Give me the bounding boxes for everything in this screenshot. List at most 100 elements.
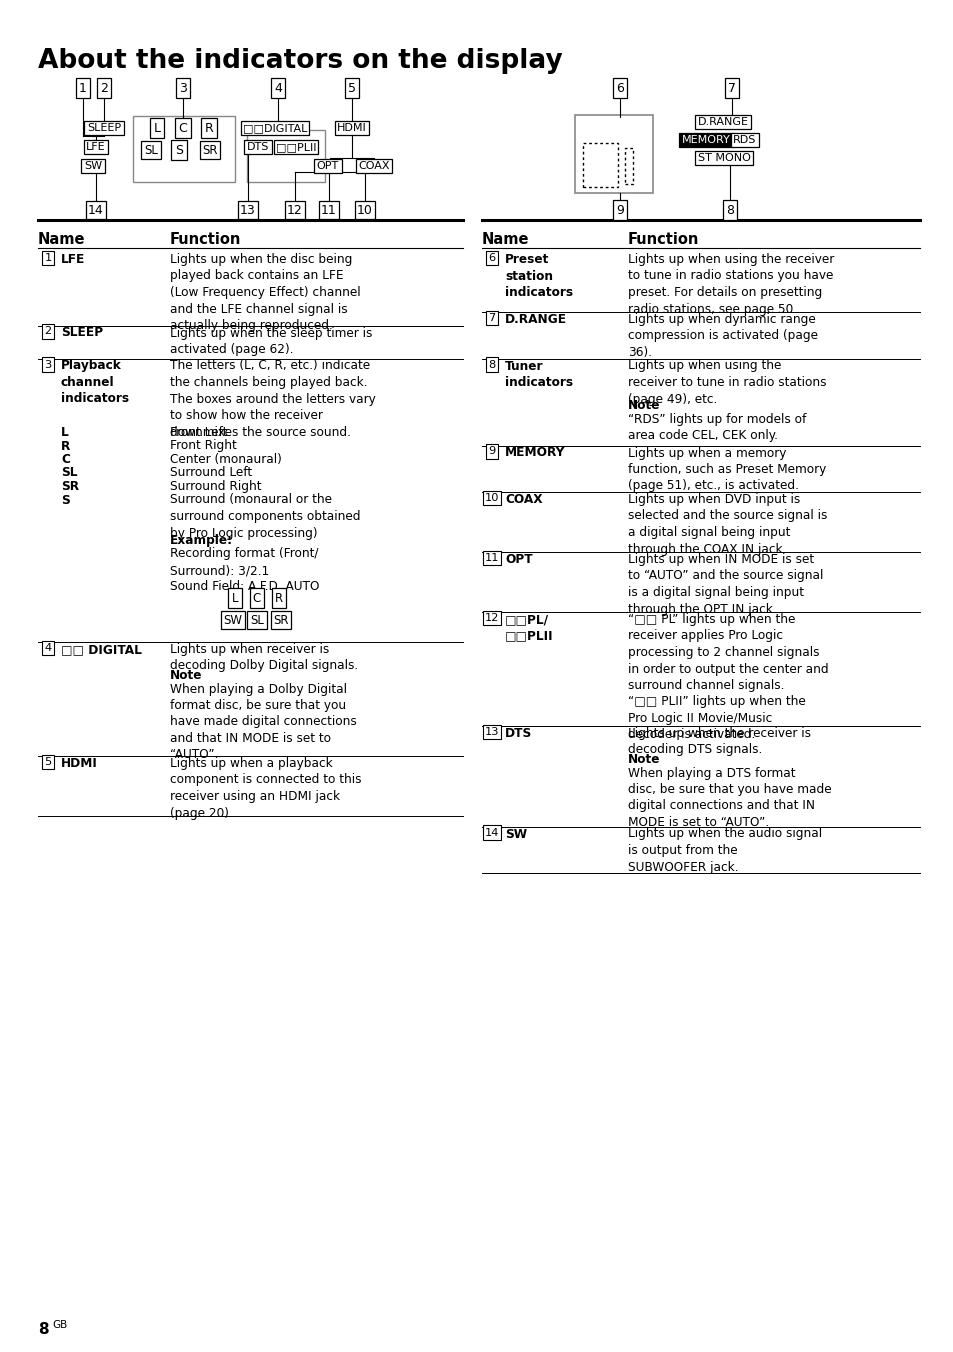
- Text: Surround (monaural or the
surround components obtained
by Pro Logic processing): Surround (monaural or the surround compo…: [170, 493, 360, 539]
- Text: SLEEP: SLEEP: [87, 123, 121, 132]
- Text: 8: 8: [38, 1322, 49, 1337]
- Text: L: L: [232, 592, 238, 604]
- Text: SL: SL: [61, 466, 77, 480]
- Text: DTS: DTS: [504, 727, 532, 740]
- Text: 1: 1: [79, 81, 87, 95]
- Text: Preset
station
indicators: Preset station indicators: [504, 253, 573, 299]
- Text: Note: Note: [170, 669, 202, 681]
- Text: GB: GB: [52, 1320, 67, 1330]
- Text: 7: 7: [488, 314, 496, 323]
- Text: 4: 4: [274, 81, 282, 95]
- Text: SR: SR: [202, 143, 217, 157]
- Text: Note: Note: [627, 399, 659, 412]
- Text: Note: Note: [627, 753, 659, 767]
- Text: Tuner
indicators: Tuner indicators: [504, 360, 573, 389]
- Text: SW: SW: [504, 827, 527, 841]
- Text: L: L: [153, 122, 160, 134]
- Text: ST MONO: ST MONO: [697, 153, 750, 164]
- Bar: [132, 116, 234, 183]
- Text: 12: 12: [484, 612, 498, 623]
- Text: SL: SL: [250, 614, 264, 626]
- Text: Front Right: Front Right: [170, 439, 236, 453]
- Text: SR: SR: [61, 480, 79, 493]
- Text: 9: 9: [488, 446, 496, 457]
- Text: Surround Left: Surround Left: [170, 466, 252, 480]
- Text: 11: 11: [484, 553, 498, 562]
- Text: Example:: Example:: [170, 534, 233, 548]
- Text: Surround Right: Surround Right: [170, 480, 261, 493]
- Text: The letters (L, C, R, etc.) indicate
the channels being played back.
The boxes a: The letters (L, C, R, etc.) indicate the…: [170, 360, 375, 438]
- Text: C: C: [61, 453, 70, 466]
- Text: LFE: LFE: [86, 142, 106, 151]
- Bar: [582, 143, 618, 187]
- Text: SW: SW: [84, 161, 102, 170]
- Text: 10: 10: [356, 204, 373, 216]
- Text: 2: 2: [100, 81, 108, 95]
- Text: S: S: [174, 143, 183, 157]
- Text: □□ DIGITAL: □□ DIGITAL: [61, 644, 142, 656]
- Text: Lights up when dynamic range
compression is activated (page
36).: Lights up when dynamic range compression…: [627, 314, 817, 360]
- Text: SLEEP: SLEEP: [61, 326, 103, 339]
- Text: “□□ PL” lights up when the
receiver applies Pro Logic
processing to 2 channel si: “□□ PL” lights up when the receiver appl…: [627, 612, 828, 741]
- Text: C: C: [253, 592, 261, 604]
- Text: Lights up when using the receiver
to tune in radio stations you have
preset. For: Lights up when using the receiver to tun…: [627, 253, 833, 315]
- Text: OPT: OPT: [316, 161, 338, 170]
- Text: Front Left: Front Left: [170, 426, 227, 439]
- Text: Playback
channel
indicators: Playback channel indicators: [61, 360, 129, 406]
- Text: COAX: COAX: [358, 161, 390, 170]
- Bar: [624, 147, 633, 184]
- Text: MEMORY: MEMORY: [680, 135, 730, 145]
- Text: 3: 3: [45, 360, 51, 369]
- Text: 8: 8: [488, 360, 496, 369]
- Text: LFE: LFE: [61, 253, 85, 266]
- Bar: [247, 130, 325, 183]
- Text: Lights up when IN MODE is set
to “AUTO” and the source signal
is a digital signa: Lights up when IN MODE is set to “AUTO” …: [627, 553, 822, 615]
- Text: R: R: [204, 122, 213, 134]
- Text: Lights up when the receiver is
decoding DTS signals.: Lights up when the receiver is decoding …: [627, 727, 810, 757]
- Text: □□PLII: □□PLII: [275, 142, 315, 151]
- Text: Lights up when the disc being
played back contains an LFE
(Low Frequency Effect): Lights up when the disc being played bac…: [170, 253, 360, 333]
- Text: R: R: [61, 439, 71, 453]
- Text: SW: SW: [223, 614, 242, 626]
- Text: MEMORY: MEMORY: [504, 446, 565, 460]
- Text: 13: 13: [484, 727, 498, 737]
- Text: 6: 6: [488, 253, 495, 264]
- Text: D.RANGE: D.RANGE: [697, 118, 748, 127]
- Text: OPT: OPT: [504, 553, 532, 566]
- Text: Function: Function: [170, 233, 241, 247]
- Text: 14: 14: [88, 204, 104, 216]
- Text: Lights up when a playback
component is connected to this
receiver using an HDMI : Lights up when a playback component is c…: [170, 757, 361, 819]
- Text: □□PL/
□□PLII: □□PL/ □□PLII: [504, 612, 553, 642]
- Text: 12: 12: [287, 204, 302, 216]
- Text: 9: 9: [616, 204, 623, 216]
- Text: Function: Function: [627, 233, 699, 247]
- Text: COAX: COAX: [504, 493, 542, 506]
- Text: Name: Name: [38, 233, 86, 247]
- Text: R: R: [274, 592, 283, 604]
- Text: 6: 6: [616, 81, 623, 95]
- Text: 1: 1: [45, 253, 51, 264]
- Text: Lights up when DVD input is
selected and the source signal is
a digital signal b: Lights up when DVD input is selected and…: [627, 493, 826, 556]
- Text: 13: 13: [240, 204, 255, 216]
- Text: 7: 7: [727, 81, 735, 95]
- Text: 8: 8: [725, 204, 733, 216]
- Text: Name: Name: [481, 233, 529, 247]
- Text: L: L: [61, 426, 69, 439]
- Text: DTS: DTS: [247, 142, 269, 151]
- Text: D.RANGE: D.RANGE: [504, 314, 566, 326]
- Text: 5: 5: [348, 81, 355, 95]
- Text: Recording format (Front/
Surround): 3/2.1
Sound Field: A.F.D. AUTO: Recording format (Front/ Surround): 3/2.…: [170, 548, 319, 594]
- Text: □□DIGITAL: □□DIGITAL: [243, 123, 307, 132]
- Text: Lights up when receiver is
decoding Dolby Digital signals.: Lights up when receiver is decoding Dolb…: [170, 644, 357, 672]
- Text: 14: 14: [484, 827, 498, 837]
- Text: 11: 11: [321, 204, 336, 216]
- Text: Lights up when using the
receiver to tune in radio stations
(page 49), etc.: Lights up when using the receiver to tun…: [627, 360, 825, 406]
- Text: HDMI: HDMI: [61, 757, 98, 771]
- Text: Lights up when a memory
function, such as Preset Memory
(page 51), etc., is acti: Lights up when a memory function, such a…: [627, 446, 825, 492]
- Text: About the indicators on the display: About the indicators on the display: [38, 49, 562, 74]
- Text: S: S: [61, 493, 70, 507]
- Text: 5: 5: [45, 757, 51, 767]
- Text: When playing a Dolby Digital
format disc, be sure that you
have made digital con: When playing a Dolby Digital format disc…: [170, 683, 356, 761]
- Text: RDS: RDS: [733, 135, 756, 145]
- Text: 10: 10: [484, 493, 498, 503]
